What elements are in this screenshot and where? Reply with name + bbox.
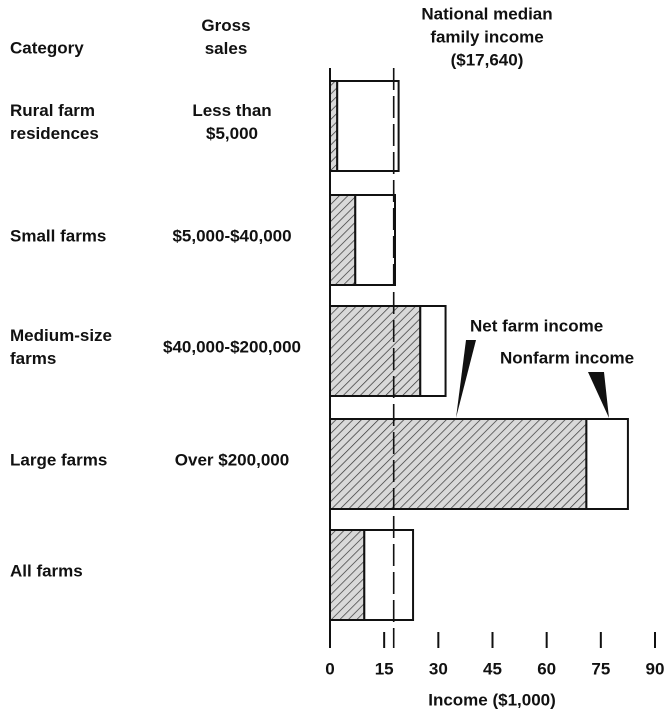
bar-segment: [329, 529, 366, 621]
x-tick-label: 90: [646, 659, 665, 678]
bar-segment: [363, 529, 415, 621]
column-header: Gross sales: [201, 16, 251, 58]
x-tick-label: 45: [483, 659, 502, 678]
x-tick-label: 60: [537, 659, 556, 678]
x-tick-label: 0: [325, 659, 334, 678]
bar-segment: [354, 194, 396, 286]
category-label: Rural farm residences: [10, 101, 99, 143]
gross-sales-label: $5,000-$40,000: [172, 226, 292, 246]
gross-sales-label: $40,000-$200,000: [162, 337, 302, 357]
bar-segment: [329, 418, 588, 510]
gross-sales-label: Less than $5,000: [192, 101, 272, 143]
callout-pointer: [588, 372, 609, 418]
column-header: Category: [10, 38, 84, 58]
category-label: Small farms: [10, 226, 107, 246]
bar-segment: [336, 80, 400, 172]
bar-segment: [329, 80, 339, 172]
x-tick-label: 15: [375, 659, 394, 678]
bar-segment: [585, 418, 629, 510]
x-axis-label: Income ($1,000): [428, 690, 556, 710]
annotation: Nonfarm income: [500, 348, 635, 368]
category-label: Large farms: [10, 450, 108, 470]
annotation: Net farm income: [470, 316, 604, 336]
bar-segment: [329, 305, 422, 397]
bar-segment: [329, 194, 357, 286]
callout-pointer: [456, 340, 476, 418]
category-label: All farms: [10, 561, 83, 581]
reference-label: National median family income ($17,640): [421, 4, 553, 70]
category-label: Medium-size farms: [10, 326, 113, 368]
x-tick-label: 75: [591, 659, 610, 678]
bar-segment: [419, 305, 447, 397]
gross-sales-label: Over $200,000: [174, 450, 290, 470]
x-tick-label: 30: [429, 659, 448, 678]
